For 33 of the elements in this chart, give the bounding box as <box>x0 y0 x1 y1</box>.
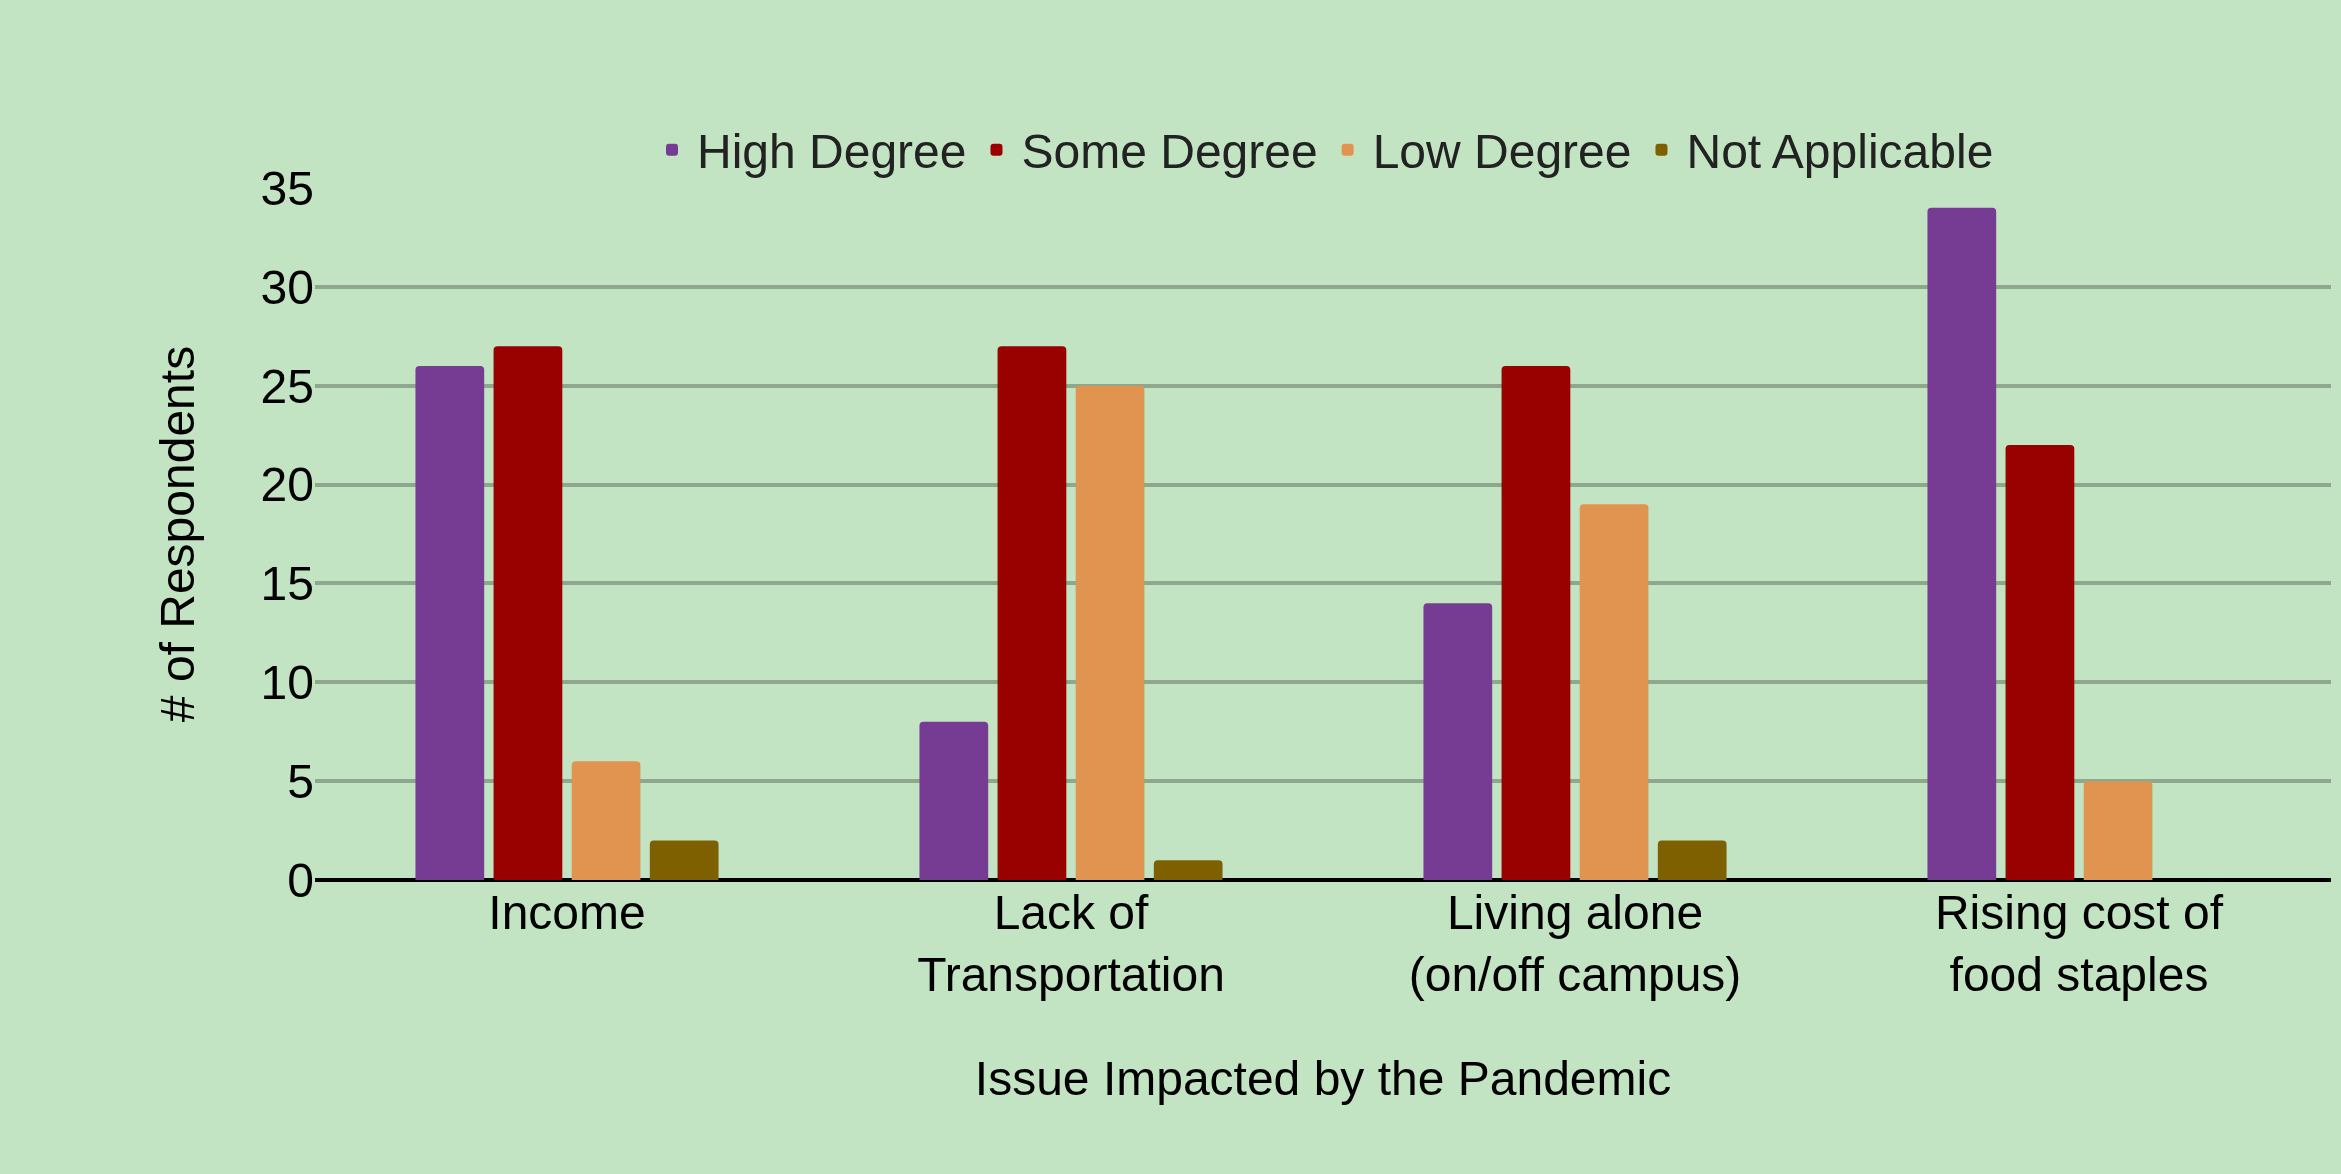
legend-label: High Degree <box>697 125 967 179</box>
y-tick-label: 25 <box>260 359 314 413</box>
bar <box>649 840 719 880</box>
bar <box>1075 385 1145 880</box>
x-tick-label: Lack of Transportation <box>917 886 1225 1002</box>
bar <box>997 346 1067 880</box>
y-tick-label: 15 <box>260 557 314 611</box>
y-tick-label: 20 <box>260 458 314 512</box>
bar <box>2083 781 2153 880</box>
bar <box>919 721 989 880</box>
y-axis-title: # of Respondents <box>151 345 205 723</box>
x-axis-title: Issue Impacted by the Pandemic <box>974 1051 1672 1105</box>
y-tick-label: 35 <box>260 161 314 215</box>
bar <box>1927 207 1997 880</box>
bar <box>1153 860 1223 880</box>
y-tick-label: 30 <box>260 260 314 314</box>
bar <box>1657 840 1727 880</box>
y-tick-label: 0 <box>287 853 314 907</box>
bar <box>415 365 485 880</box>
x-tick-label: Income <box>488 886 646 939</box>
x-tick-label: Living alone (on/off campus) <box>1408 886 1742 1002</box>
legend-label: Low Degree <box>1372 125 1632 179</box>
bar <box>1423 603 1493 880</box>
legend-label: Some Degree <box>1021 125 1318 179</box>
bar <box>2005 445 2075 880</box>
bar <box>571 761 641 880</box>
legend-label: Not Applicable <box>1686 125 1994 179</box>
y-tick-label: 5 <box>287 754 314 808</box>
y-tick-label: 10 <box>260 656 314 710</box>
x-tick-label: Rising cost of food staples <box>1934 886 2224 1002</box>
bar <box>1501 365 1571 880</box>
bar <box>493 346 563 880</box>
bar <box>1579 504 1649 880</box>
